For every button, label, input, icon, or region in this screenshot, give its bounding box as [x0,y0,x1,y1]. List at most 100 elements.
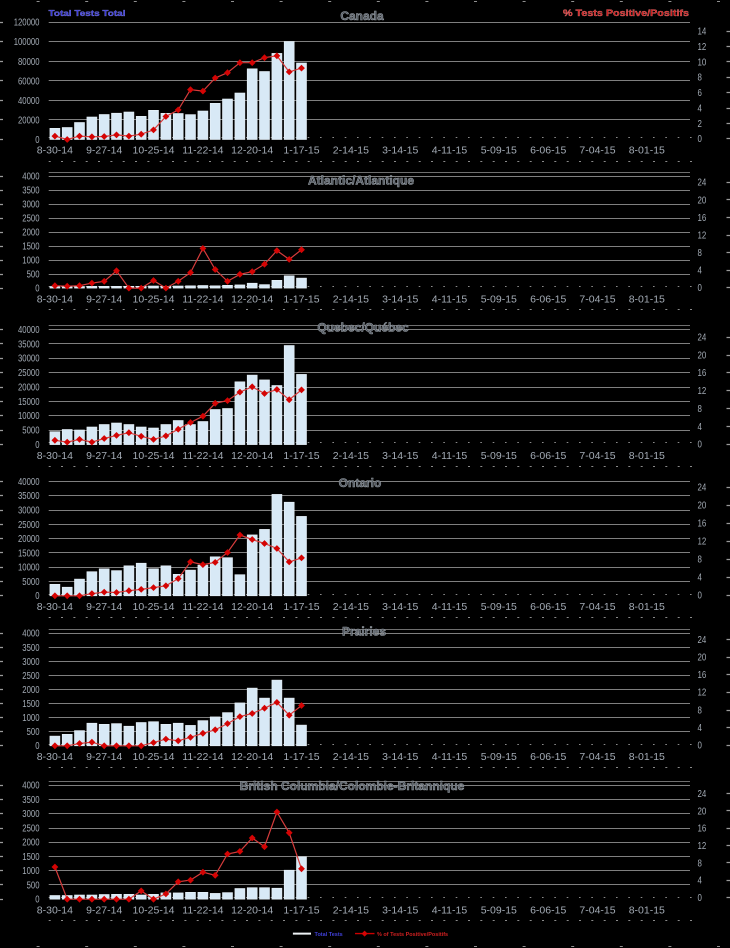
svg-text:8-30-14: 8-30-14 [37,145,73,157]
svg-text:4-11-15: 4-11-15 [432,904,468,916]
svg-text:12: 12 [698,841,707,852]
svg-text:2000: 2000 [22,838,40,849]
svg-text:1-17-15: 1-17-15 [283,293,319,305]
svg-text:12: 12 [698,231,707,242]
svg-text:25000: 25000 [18,368,40,379]
svg-text:6-06-15: 6-06-15 [530,293,566,305]
svg-text:5-09-15: 5-09-15 [481,601,517,613]
svg-text:20: 20 [698,652,707,663]
svg-text:1000: 1000 [22,866,40,877]
svg-text:12: 12 [698,42,707,53]
svg-text:0: 0 [698,590,703,601]
svg-text:2-14-15: 2-14-15 [333,601,369,613]
svg-text:80000: 80000 [18,57,40,68]
svg-text:1000: 1000 [22,256,40,267]
svg-text:24: 24 [698,178,707,189]
svg-text:10-25-14: 10-25-14 [132,450,174,462]
svg-text:3500: 3500 [22,643,40,654]
svg-text:12: 12 [698,386,707,397]
svg-text:1-17-15: 1-17-15 [283,601,319,613]
svg-text:9-27-14: 9-27-14 [86,601,122,613]
svg-text:3-14-15: 3-14-15 [382,145,418,157]
svg-text:6-06-15: 6-06-15 [530,450,566,462]
svg-text:25000: 25000 [18,520,40,531]
svg-text:9-27-14: 9-27-14 [86,145,122,157]
svg-text:12-20-14: 12-20-14 [231,450,273,462]
svg-text:1-17-15: 1-17-15 [283,751,319,763]
svg-text:4: 4 [698,723,703,734]
svg-text:40000: 40000 [18,325,40,336]
svg-text:0: 0 [698,893,703,904]
svg-text:12-20-14: 12-20-14 [231,293,273,305]
svg-text:16: 16 [698,824,707,835]
svg-text:3500: 3500 [22,795,40,806]
svg-text:30000: 30000 [18,506,40,517]
svg-text:11-22-14: 11-22-14 [182,293,223,305]
svg-text:7-04-15: 7-04-15 [579,450,615,462]
svg-text:12-20-14: 12-20-14 [231,751,273,763]
svg-text:4-11-15: 4-11-15 [432,145,468,157]
svg-text:8: 8 [698,73,703,84]
svg-text:500: 500 [27,727,40,738]
svg-text:4-11-15: 4-11-15 [432,601,468,613]
svg-text:0: 0 [35,895,40,906]
svg-text:11-22-14: 11-22-14 [182,450,223,462]
svg-text:4: 4 [698,876,703,887]
svg-text:10000: 10000 [18,411,40,422]
svg-text:4-11-15: 4-11-15 [432,751,468,763]
svg-text:16: 16 [698,519,707,530]
svg-text:8: 8 [698,705,703,716]
svg-text:6: 6 [698,88,703,99]
svg-text:3000: 3000 [22,200,40,211]
svg-text:2500: 2500 [22,823,40,834]
svg-text:0: 0 [698,741,703,752]
svg-text:24: 24 [698,483,707,494]
svg-text:2-14-15: 2-14-15 [333,450,369,462]
svg-text:8-30-14: 8-30-14 [37,601,73,613]
svg-text:4000: 4000 [22,172,40,183]
svg-text:24: 24 [698,789,707,800]
svg-text:11-22-14: 11-22-14 [182,601,223,613]
svg-text:8: 8 [698,858,703,869]
svg-text:12-20-14: 12-20-14 [231,601,273,613]
svg-text:6-06-15: 6-06-15 [530,904,566,916]
svg-text:2500: 2500 [22,671,40,682]
svg-text:12-20-14: 12-20-14 [231,904,273,916]
svg-text:4: 4 [698,266,703,277]
svg-text:9-27-14: 9-27-14 [86,751,122,763]
svg-text:10-25-14: 10-25-14 [132,904,174,916]
svg-text:% Tests Positive/Positifs: % Tests Positive/Positifs [563,8,689,18]
svg-text:10-25-14: 10-25-14 [132,145,174,157]
svg-text:20: 20 [698,195,707,206]
svg-text:5000: 5000 [22,577,40,588]
svg-text:11-22-14: 11-22-14 [182,904,223,916]
svg-text:8: 8 [698,404,703,415]
svg-text:10-25-14: 10-25-14 [132,751,174,763]
svg-text:0: 0 [698,440,703,451]
svg-text:2500: 2500 [22,214,40,225]
svg-text:8: 8 [698,248,703,259]
svg-text:24: 24 [698,635,707,646]
svg-text:1500: 1500 [22,699,40,710]
svg-text:1-17-15: 1-17-15 [283,145,319,157]
svg-text:4-11-15: 4-11-15 [432,293,468,305]
svg-text:500: 500 [27,270,40,281]
svg-text:15000: 15000 [18,548,40,559]
svg-text:11-22-14: 11-22-14 [182,145,223,157]
svg-text:8-01-15: 8-01-15 [629,145,665,157]
svg-text:4-11-15: 4-11-15 [432,450,468,462]
svg-text:120000: 120000 [14,18,40,29]
svg-text:8-01-15: 8-01-15 [629,293,665,305]
svg-text:7-04-15: 7-04-15 [579,145,615,157]
svg-text:1500: 1500 [22,242,40,253]
svg-text:3000: 3000 [22,809,40,820]
svg-text:2-14-15: 2-14-15 [333,293,369,305]
svg-text:Atlantic/Atlantique: Atlantic/Atlantique [308,174,414,188]
svg-text:15000: 15000 [18,397,40,408]
svg-text:100000: 100000 [14,37,40,48]
svg-text:40000: 40000 [18,96,40,107]
svg-text:16: 16 [698,670,707,681]
svg-text:14: 14 [698,27,707,38]
svg-text:20: 20 [698,501,707,512]
svg-text:2-14-15: 2-14-15 [333,751,369,763]
